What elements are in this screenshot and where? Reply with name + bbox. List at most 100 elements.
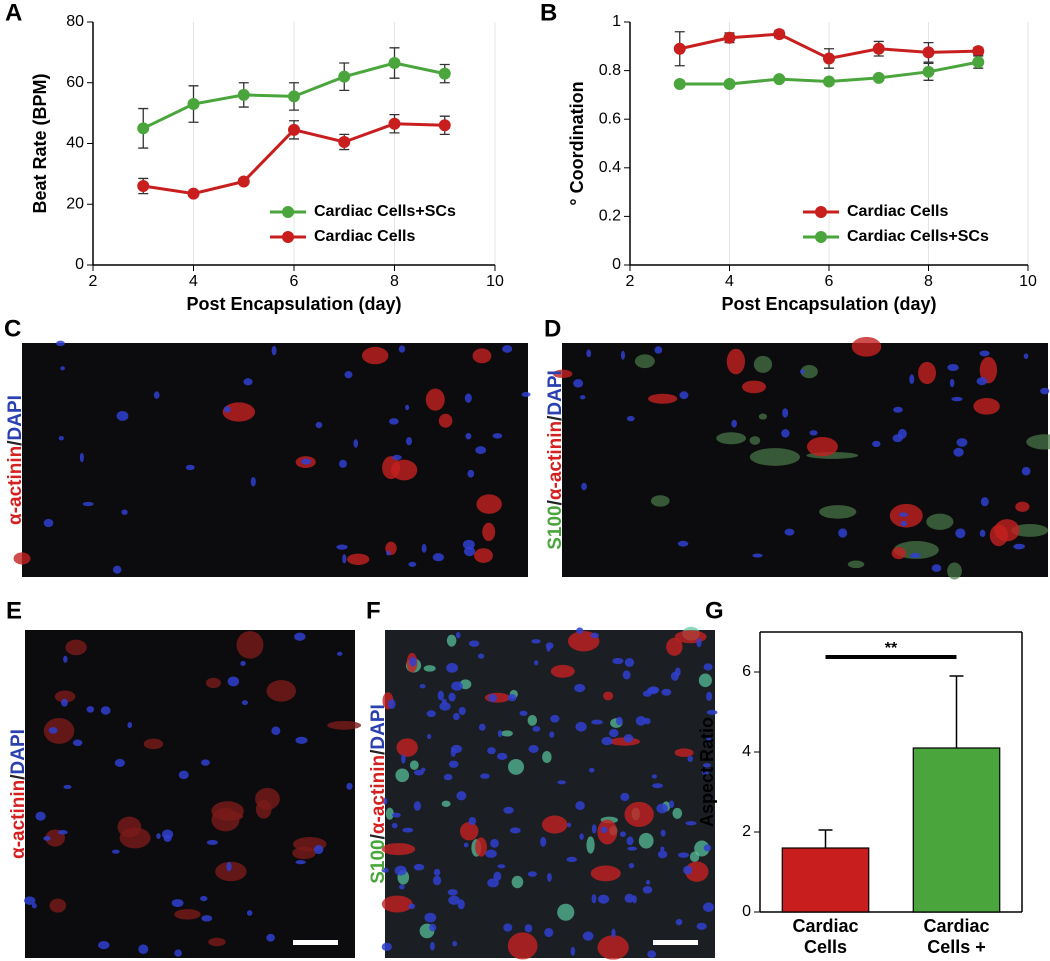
actinin-cell — [918, 361, 937, 385]
nucleus — [566, 856, 578, 863]
point — [438, 67, 451, 80]
actinin-cell — [208, 937, 226, 947]
nucleus — [703, 763, 711, 768]
nucleus — [550, 714, 560, 723]
actinin-cell — [597, 935, 629, 960]
actinin-cell — [472, 348, 492, 364]
nucleus — [696, 638, 702, 648]
actinin-cell — [741, 380, 767, 394]
stain-part: DAPI — [545, 370, 566, 415]
nucleus — [660, 846, 665, 852]
nucleus — [82, 501, 94, 507]
nucleus — [381, 942, 392, 951]
s100-cell — [638, 832, 654, 849]
stain-part: α-actinin — [368, 755, 389, 834]
nucleus — [575, 721, 587, 732]
nucleus — [524, 924, 533, 933]
x-tick-label: 6 — [825, 273, 834, 290]
s100-cell — [800, 364, 818, 379]
s100-cell — [409, 760, 419, 770]
nucleus — [509, 827, 521, 834]
nucleus — [600, 826, 608, 834]
point — [237, 175, 250, 188]
nucleus — [386, 550, 391, 556]
y-tick-label: 20 — [66, 195, 84, 212]
actinin-cell — [648, 393, 678, 404]
nucleus — [531, 639, 541, 644]
y-tick-label: 80 — [66, 13, 84, 30]
nucleus — [271, 726, 281, 735]
nucleus — [338, 459, 348, 468]
actinin-cell — [49, 898, 67, 913]
actinin-cell — [806, 437, 838, 457]
nucleus — [401, 754, 406, 764]
y-tick-label: 0.2 — [599, 208, 621, 225]
stain-part: / — [8, 774, 29, 780]
nucleus — [615, 716, 623, 726]
actinin-cell — [542, 815, 568, 834]
nucleus — [528, 744, 539, 753]
point — [922, 46, 935, 59]
stain-part: / — [368, 833, 389, 839]
y-tick-label: 2 — [742, 823, 751, 840]
y-tick-label: 0 — [75, 256, 84, 273]
point — [237, 88, 250, 101]
nucleus — [35, 811, 46, 821]
nucleus — [579, 833, 584, 840]
micrograph-cells — [381, 626, 718, 960]
x-tick-label: 2 — [626, 273, 635, 290]
actinin-cell — [891, 546, 906, 560]
nucleus — [579, 395, 586, 400]
nucleus — [63, 655, 68, 663]
actinin-cell — [603, 691, 614, 701]
stain-part: DAPI — [8, 729, 29, 774]
nucleus — [391, 822, 398, 829]
actinin-cell — [989, 524, 1008, 547]
nucleus — [427, 733, 432, 740]
nucleus — [660, 829, 666, 837]
micrograph — [385, 630, 715, 958]
nucleus — [31, 903, 37, 909]
s100-cell — [650, 495, 670, 507]
nucleus — [701, 769, 709, 775]
s100-cell — [753, 355, 773, 373]
actinin-cell — [552, 369, 573, 379]
micrograph-cells — [552, 336, 1050, 580]
actinin-cell — [119, 827, 151, 849]
s100-cell — [586, 836, 595, 854]
nucleus — [201, 759, 210, 766]
x-axis-label: Post Encapsulation (day) — [721, 294, 936, 314]
nucleus — [782, 408, 789, 418]
legend-marker — [282, 231, 294, 243]
x-tick-label: 2 — [89, 273, 98, 290]
point — [773, 28, 786, 41]
nucleus — [620, 350, 625, 360]
nucleus — [909, 552, 921, 559]
stain-part: α-actinin — [5, 446, 26, 525]
nucleus — [872, 440, 881, 448]
point — [872, 71, 885, 84]
nucleus — [452, 712, 460, 721]
nucleus — [336, 544, 348, 550]
nucleus — [178, 770, 189, 780]
nucleus — [1013, 543, 1026, 550]
s100-cell — [698, 673, 712, 688]
nucleus — [521, 392, 531, 397]
nucleus — [979, 529, 986, 538]
stain-label: S100/α-actinin/DAPI — [545, 370, 566, 550]
nucleus — [1021, 466, 1031, 476]
nucleus — [557, 780, 566, 785]
nucleus — [266, 933, 275, 942]
nucleus — [951, 396, 963, 402]
actinin-cell — [590, 865, 621, 882]
stain-label: S100/α-actinin/DAPI — [368, 704, 389, 884]
nucleus — [448, 895, 460, 905]
panel-letter: A — [5, 0, 22, 26]
actinin-cell — [174, 909, 201, 920]
nucleus — [488, 693, 498, 702]
point — [723, 77, 736, 90]
legend-label: Cardiac Cells+SCs — [847, 228, 989, 245]
nucleus — [670, 671, 679, 681]
actinin-cell — [390, 459, 418, 481]
